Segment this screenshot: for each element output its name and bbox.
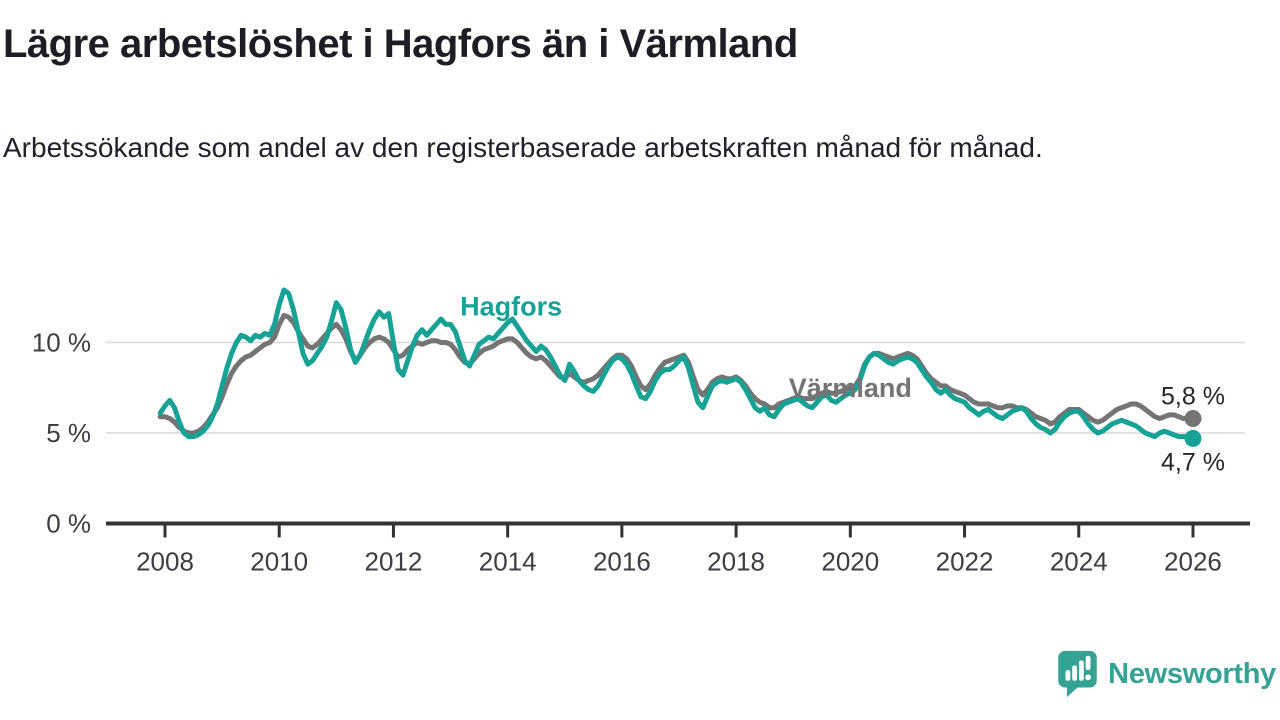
series-end-value-hagfors: 4,7 % [1161, 448, 1225, 476]
chart-subtitle: Arbetssökande som andel av den registerb… [3, 132, 1043, 163]
series-end-dot-hagfors [1184, 429, 1202, 447]
series-label-värmland: Värmland [789, 373, 912, 403]
x-axis-tick-label: 2012 [365, 547, 423, 577]
x-axis-tick-label: 2014 [479, 547, 537, 577]
x-axis-tick-label: 2016 [593, 547, 651, 577]
series-line-värmland [157, 312, 1196, 436]
newsworthy-logo-text: Newsworthy [1108, 657, 1276, 690]
x-axis-tick-label: 2026 [1164, 547, 1222, 577]
y-axis-tick-label: 10 % [32, 328, 91, 358]
newsworthy-logo-icon [1058, 650, 1097, 698]
x-axis-tick-label: 2008 [136, 547, 194, 577]
x-axis-tick-label: 2018 [707, 547, 765, 577]
y-axis-tick-label: 0 % [46, 509, 91, 539]
series-label-hagfors: Hagfors [460, 291, 562, 321]
x-axis-tick-label: 2020 [821, 547, 879, 577]
x-axis-tick-label: 2022 [936, 547, 994, 577]
y-axis-tick-label: 5 % [46, 418, 91, 448]
x-axis-tick-label: 2024 [1050, 547, 1108, 577]
series-end-dot-värmland [1184, 410, 1202, 428]
series-line-hagfors [157, 287, 1196, 441]
chart-title: Lägre arbetslöshet i Hagfors än i Värmla… [3, 22, 798, 66]
series-end-value-värmland: 5,8 % [1161, 383, 1225, 411]
x-axis-tick-label: 2010 [250, 547, 308, 577]
newsworthy-logo: Newsworthy [1056, 649, 1276, 699]
